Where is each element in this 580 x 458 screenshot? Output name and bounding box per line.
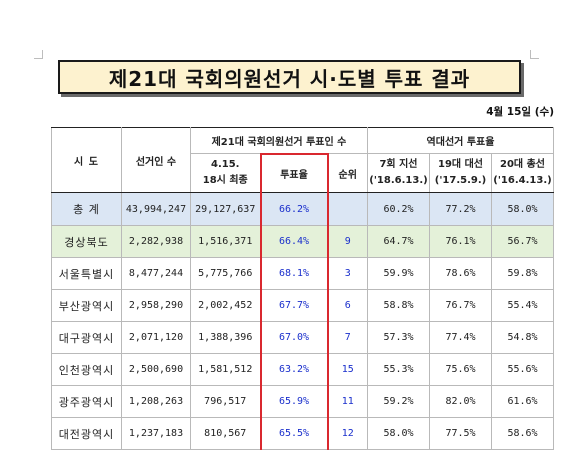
header-current-election: 제21대 국회의원선거 투표인 수: [190, 127, 368, 154]
cell-past-general: 59.8%: [491, 257, 554, 290]
header-past-presidential-2017: 19대 대선 ('17.5.9.): [429, 153, 492, 193]
cell-past-presidential: 76.7%: [429, 289, 492, 322]
cell-voters: 1,516,371: [190, 225, 261, 258]
header-turnout: 투표율: [259, 152, 329, 193]
cell-region: 대구광역시: [51, 321, 122, 354]
cell-past-general: 58.6%: [491, 417, 554, 450]
cell-region: 광주광역시: [51, 385, 122, 418]
cell-voters: 810,567: [190, 417, 261, 450]
header-past-local-2018: 7회 지선 ('18.6.13.): [367, 153, 430, 193]
cell-turnout: 67.0%: [259, 321, 329, 354]
cell-rank: 7: [327, 321, 368, 354]
header-region: 시 도: [51, 127, 122, 193]
cell-past-presidential: 77.4%: [429, 321, 492, 354]
cell-past-local: 64.7%: [367, 225, 430, 258]
header-past-general-2016: 20대 총선 ('16.4.13.): [491, 153, 554, 193]
cell-rank: 12: [327, 417, 368, 450]
cell-turnout: 63.2%: [259, 353, 329, 386]
cell-electorate: 2,071,120: [121, 321, 191, 354]
cell-electorate: 2,500,690: [121, 353, 191, 386]
cell-past-general: 61.6%: [491, 385, 554, 418]
cell-rank: 11: [327, 385, 368, 418]
cell-turnout: 67.7%: [259, 289, 329, 322]
page-corner-mark-right: [530, 50, 539, 59]
cell-voters: 1,581,512: [190, 353, 261, 386]
cell-past-general: 56.7%: [491, 225, 554, 258]
cell-past-local: 57.3%: [367, 321, 430, 354]
cell-turnout: 65.5%: [259, 417, 329, 450]
cell-past-presidential: 82.0%: [429, 385, 492, 418]
document-title: 제21대 국회의원선거 시·도별 투표 결과: [58, 60, 521, 94]
cell-region: 서울특별시: [51, 257, 122, 290]
cell-region: 총 계: [51, 192, 122, 226]
header-electorate: 선거인 수: [121, 127, 191, 193]
table-row: 인천광역시 2,500,690 1,581,512 63.2% 15 55.3%…: [51, 353, 554, 386]
cell-past-presidential: 77.2%: [429, 192, 492, 226]
cell-region: 부산광역시: [51, 289, 122, 322]
cell-rank: 9: [327, 225, 368, 258]
cell-electorate: 1,237,183: [121, 417, 191, 450]
cell-voters: 1,388,396: [190, 321, 261, 354]
cell-past-local: 59.2%: [367, 385, 430, 418]
cell-past-presidential: 77.5%: [429, 417, 492, 450]
cell-past-local: 55.3%: [367, 353, 430, 386]
cell-past-general: 54.8%: [491, 321, 554, 354]
cell-turnout: 66.2%: [259, 192, 329, 226]
cell-turnout: 65.9%: [259, 385, 329, 418]
header-current-voters: 4.15. 18시 최종: [190, 153, 261, 193]
cell-past-local: 58.8%: [367, 289, 430, 322]
header-past-elections: 역대선거 투표율: [367, 127, 554, 154]
report-date: 4월 15일 (수): [486, 106, 554, 118]
cell-turnout: 66.4%: [259, 225, 329, 258]
cell-voters: 2,002,452: [190, 289, 261, 322]
cell-voters: 5,775,766: [190, 257, 261, 290]
table-row: 부산광역시 2,958,290 2,002,452 67.7% 6 58.8% …: [51, 289, 554, 322]
table-row: 광주광역시 1,208,263 796,517 65.9% 11 59.2% 8…: [51, 385, 554, 418]
cell-region: 대전광역시: [51, 417, 122, 450]
table-row: 대구광역시 2,071,120 1,388,396 67.0% 7 57.3% …: [51, 321, 554, 354]
cell-electorate: 8,477,244: [121, 257, 191, 290]
table-row: 대전광역시 1,237,183 810,567 65.5% 12 58.0% 7…: [51, 417, 554, 450]
cell-rank: 6: [327, 289, 368, 322]
cell-rank: 3: [327, 257, 368, 290]
cell-past-local: 59.9%: [367, 257, 430, 290]
turnout-table: 시 도 선거인 수 제21대 국회의원선거 투표인 수 역대선거 투표율 4.1…: [51, 127, 554, 450]
cell-region: 경상북도: [51, 225, 122, 258]
cell-electorate: 43,994,247: [121, 192, 191, 226]
cell-voters: 29,127,637: [190, 192, 261, 226]
cell-turnout: 68.1%: [259, 257, 329, 290]
cell-past-presidential: 76.1%: [429, 225, 492, 258]
cell-region: 인천광역시: [51, 353, 122, 386]
table-row: 경상북도 2,282,938 1,516,371 66.4% 9 64.7% 7…: [51, 225, 554, 258]
cell-past-presidential: 75.6%: [429, 353, 492, 386]
cell-voters: 796,517: [190, 385, 261, 418]
cell-electorate: 2,282,938: [121, 225, 191, 258]
cell-past-local: 58.0%: [367, 417, 430, 450]
header-rank: 순위: [327, 153, 368, 193]
table-row-total: 총 계 43,994,247 29,127,637 66.2% 60.2% 77…: [51, 192, 554, 226]
cell-past-presidential: 78.6%: [429, 257, 492, 290]
cell-past-general: 58.0%: [491, 192, 554, 226]
cell-rank: 15: [327, 353, 368, 386]
cell-past-local: 60.2%: [367, 192, 430, 226]
cell-past-general: 55.4%: [491, 289, 554, 322]
table-row: 서울특별시 8,477,244 5,775,766 68.1% 3 59.9% …: [51, 257, 554, 290]
cell-electorate: 2,958,290: [121, 289, 191, 322]
cell-rank: [327, 192, 368, 226]
cell-electorate: 1,208,263: [121, 385, 191, 418]
cell-past-general: 55.6%: [491, 353, 554, 386]
page-corner-mark-left: [34, 50, 43, 59]
